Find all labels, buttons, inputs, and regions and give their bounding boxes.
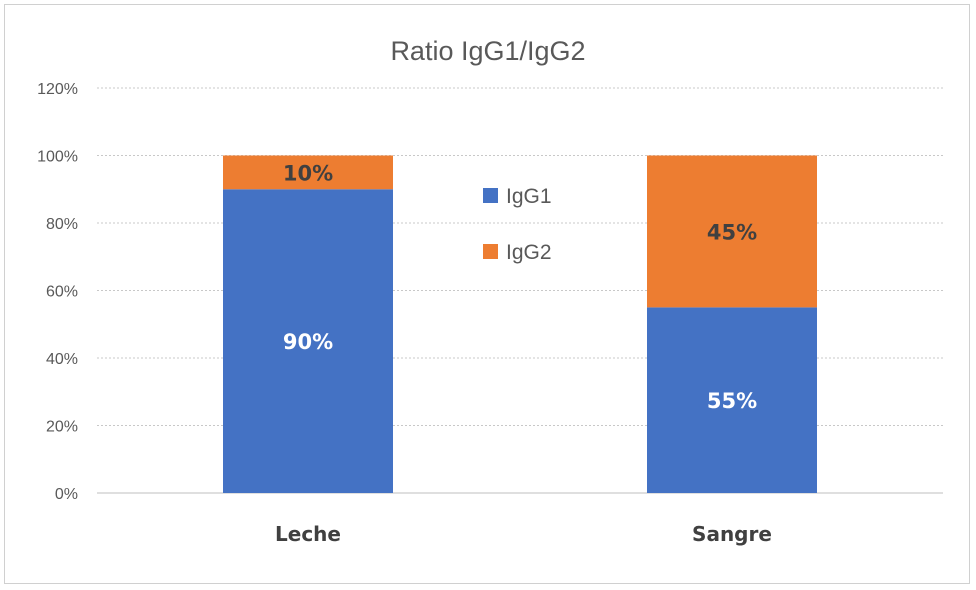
legend-label: IgG2: [506, 241, 552, 264]
x-category-label: Leche: [275, 522, 341, 546]
legend-swatch-igg1: [483, 188, 498, 203]
y-tick-label: 80%: [46, 216, 78, 233]
data-label: 10%: [283, 161, 333, 185]
legend-swatch-igg2: [483, 244, 498, 259]
data-label: 45%: [707, 220, 757, 244]
chart-title: Ratio IgG1/IgG2: [390, 36, 585, 66]
bars: [223, 155, 817, 493]
y-tick-label: 20%: [46, 419, 78, 436]
data-labels: 90% 10% 55% 45%: [283, 161, 757, 413]
legend-label: IgG1: [506, 185, 552, 208]
bar-igg2-sangre: [647, 155, 817, 308]
legend: IgG1 IgG2: [483, 185, 552, 264]
x-category-label: Sangre: [692, 522, 772, 546]
y-tick-label: 120%: [37, 81, 78, 98]
data-label: 90%: [283, 330, 333, 354]
data-label: 55%: [707, 389, 757, 413]
y-tick-label: 60%: [46, 284, 78, 301]
x-axis-categories: Leche Sangre: [275, 522, 772, 546]
bar-igg1-sangre: [647, 307, 817, 493]
bar-igg2-leche: [223, 155, 393, 190]
bar-igg1-leche: [223, 189, 393, 493]
y-tick-label: 0%: [55, 486, 78, 503]
y-axis-ticks: 0% 20% 40% 60% 80% 100% 120%: [37, 81, 78, 503]
y-tick-label: 40%: [46, 351, 78, 368]
y-tick-label: 100%: [37, 149, 78, 166]
